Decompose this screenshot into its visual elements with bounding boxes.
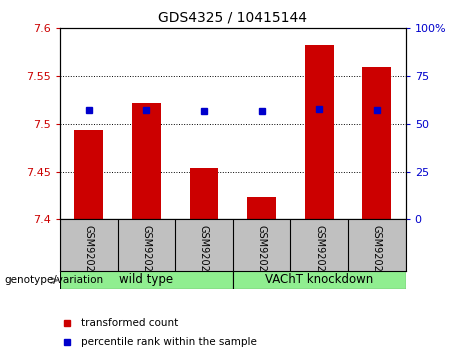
Text: GSM920294: GSM920294 xyxy=(257,225,266,284)
Bar xyxy=(247,196,276,219)
Text: GSM920292: GSM920292 xyxy=(142,225,151,284)
Text: GSM920296: GSM920296 xyxy=(372,225,382,284)
Text: VAChT knockdown: VAChT knockdown xyxy=(265,273,373,286)
Bar xyxy=(74,130,103,219)
Text: genotype/variation: genotype/variation xyxy=(5,275,104,285)
Title: GDS4325 / 10415144: GDS4325 / 10415144 xyxy=(158,10,307,24)
Text: GSM920295: GSM920295 xyxy=(314,225,324,284)
Bar xyxy=(189,168,219,219)
Text: GSM920293: GSM920293 xyxy=(199,225,209,284)
Bar xyxy=(362,67,391,219)
Text: transformed count: transformed count xyxy=(81,318,178,329)
Text: percentile rank within the sample: percentile rank within the sample xyxy=(81,337,257,347)
Text: wild type: wild type xyxy=(119,273,173,286)
Bar xyxy=(233,271,406,289)
Bar xyxy=(60,271,233,289)
Bar xyxy=(132,103,161,219)
Bar xyxy=(305,45,334,219)
Text: GSM920291: GSM920291 xyxy=(84,225,94,284)
